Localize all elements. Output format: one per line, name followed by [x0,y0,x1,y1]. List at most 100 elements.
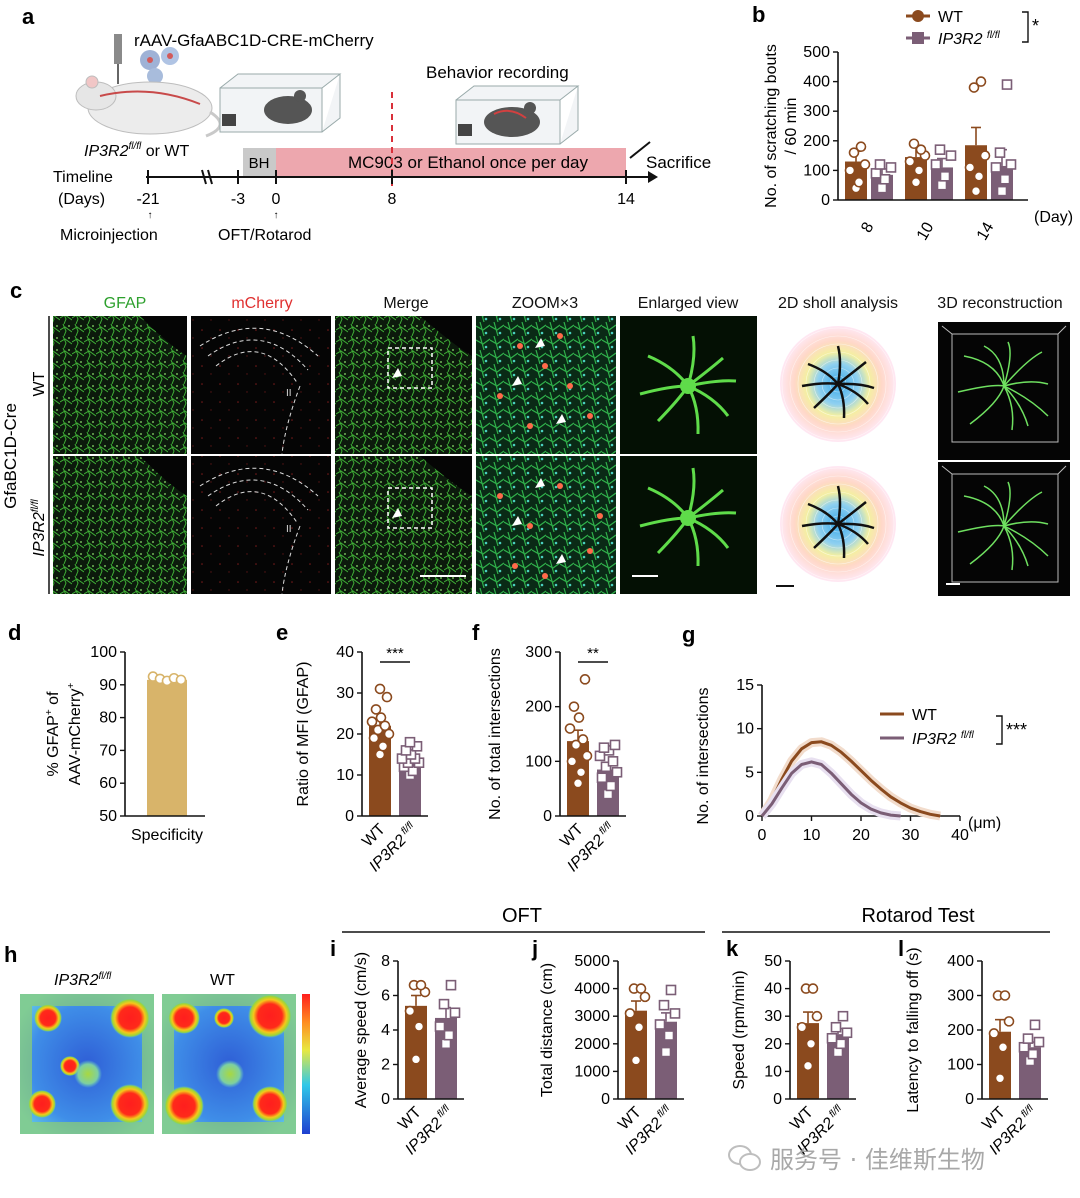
panel-c-label: c [10,278,22,303]
data-point [572,777,584,789]
data-point [669,1008,681,1019]
significance-label: *** [1006,720,1027,740]
sholl-trace [801,382,839,388]
y-tick-label: 20 [764,1036,782,1053]
data-point [973,171,985,182]
data-point [175,674,187,686]
panel-label: e [276,620,288,645]
series-line [760,760,901,818]
gfap-dark-region [140,316,187,356]
heatmap-wt-label: WT [210,972,235,989]
sholl-trace [807,502,839,525]
y-tick-label: 0 [345,808,354,825]
bh-box [243,148,276,176]
open-field-heatmaps [20,994,296,1134]
data-point [368,732,380,744]
y-tick-label: 0 [601,1091,610,1108]
reconstruction-branch [983,345,1005,387]
data-point [990,162,1002,173]
bh-label: BH [249,155,270,172]
y-tick-label: 0 [965,1091,974,1108]
sholl-trace [837,522,875,530]
reconstruction-branch [969,525,1005,565]
mcherry-cell [527,423,533,429]
x-tick-label: 30 [902,827,920,844]
y-tick-label: 4000 [574,981,610,998]
data-point [383,728,395,740]
timeline-arrow-icon [648,171,658,183]
arrowhead-icon [392,508,402,518]
x-tick-label: 40 [951,827,969,844]
x-tick-label: 10 [914,219,938,243]
y-tick-label: 400 [947,953,974,970]
sacrifice-label: Sacrifice [646,153,711,172]
days-label: (Days) [58,191,105,208]
data-point [375,712,387,723]
column-header: GFAP [104,295,147,312]
sholl-ring [789,475,887,573]
arrowhead-icon [512,516,522,526]
data-point [374,683,386,695]
reconstruction-branch [1003,385,1014,431]
column-header: 2D sholl analysis [778,295,898,312]
merge-dark-region [420,316,472,356]
data-point [826,1032,838,1044]
mcherry-cell [497,493,503,499]
heatmap-hotspot [110,1084,150,1124]
data-point [568,701,580,712]
sholl-trace [837,382,875,390]
legend-label: IP3R2 fl/fl [912,730,974,748]
sacrifice-slash-icon [629,141,651,159]
layer-boundary-dashed [199,327,319,357]
x-unit-label: (μm) [968,815,1001,832]
data-point [964,162,976,173]
layer-boundary-dashed [281,525,301,595]
legend-bracket [996,715,1003,745]
reconstruction-frame [941,465,1067,583]
data-point [415,979,427,991]
heatmap-hotspot [28,1090,56,1118]
heatmap-hotspot [34,1004,62,1032]
y-tick-label: 50 [764,953,782,970]
data-point [663,1030,675,1041]
y-tick-label: 0 [821,192,830,209]
data-point [658,999,670,1011]
layer-boundary-dashed [207,339,309,371]
data-point [564,723,576,734]
bar [147,679,187,816]
astrocyte-process [687,511,737,520]
x-tick-label: Specificity [131,827,203,844]
data-point [635,983,647,994]
y-tick-label: 50 [99,808,117,825]
reconstruction-branch [1003,351,1043,387]
y-tick-label: 300 [525,644,552,661]
data-point [570,739,582,751]
arrowhead-icon [512,376,522,386]
astrocyte-process [686,335,696,387]
sholl-trace [813,523,839,549]
data-point [874,159,886,170]
mcherry-cell [512,563,518,569]
reconstruction-branch [969,385,1005,425]
y-tick-label: 300 [947,988,974,1005]
data-point [577,734,589,745]
y-tick-label: 10 [736,721,754,738]
sholl-trace [836,485,842,525]
chart-d: 50 60 70 80 90 100 d Specificity % GFAP+ of AAV-m… [8,620,205,844]
data-point [805,1038,817,1050]
timeline-tick-label: 8 [388,191,397,208]
data-point [1027,1048,1039,1060]
data-point [665,984,677,996]
y-axis-label: Latency to falling off (s) [905,947,922,1112]
syringe-icon [114,34,122,84]
oft-header: OFT [502,905,542,927]
panel-label: k [726,936,739,961]
y-tick-label: 200 [525,699,552,716]
heatmap-wall-zone [20,994,154,1134]
y-tick-label: 400 [803,74,830,91]
astrocyte-process [687,516,730,549]
sholl-trace [837,361,867,385]
arrowhead-icon [556,414,566,424]
